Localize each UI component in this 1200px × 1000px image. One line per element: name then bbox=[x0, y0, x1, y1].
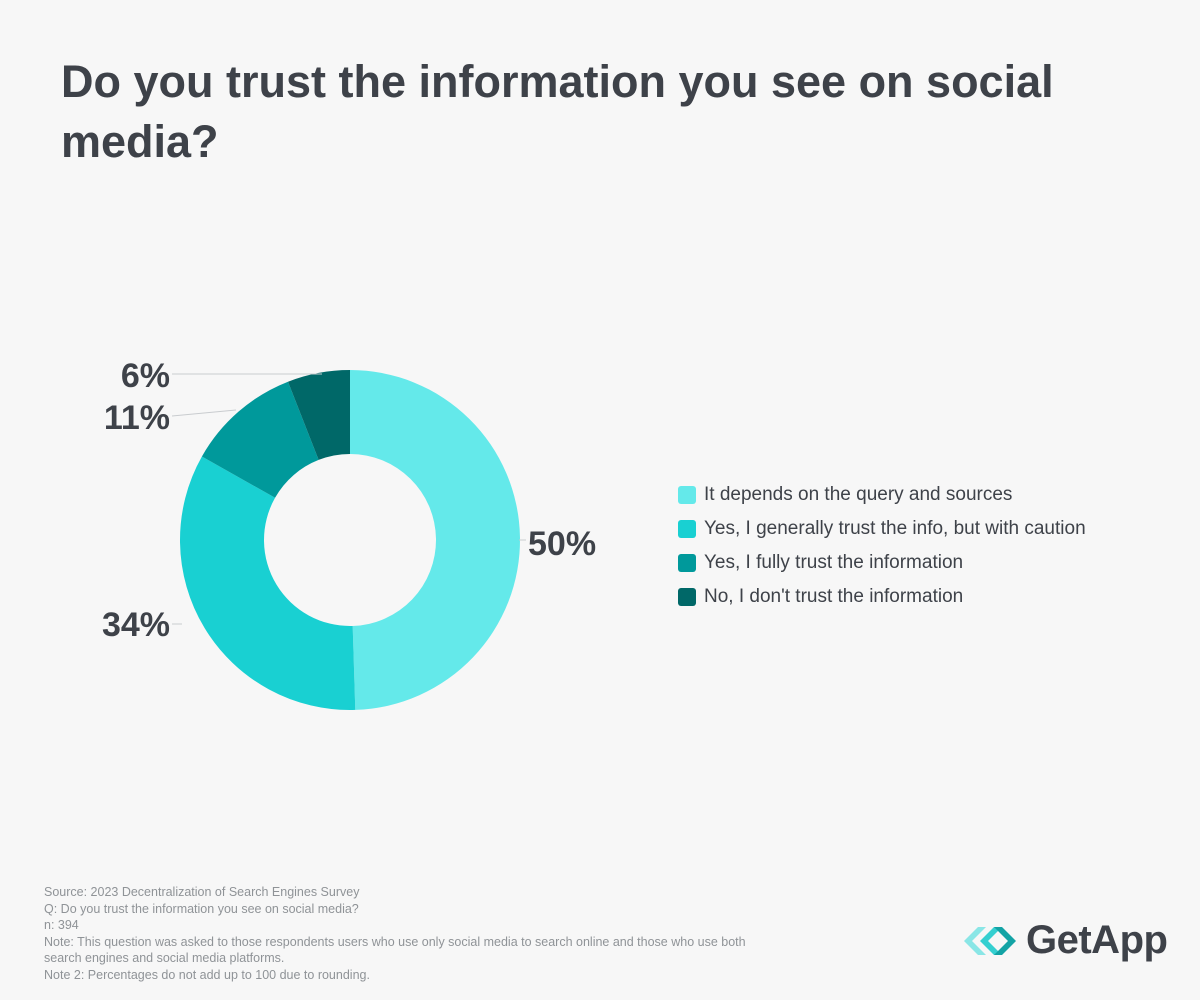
data-label: 50% bbox=[528, 525, 596, 563]
legend-item: No, I don't trust the information bbox=[678, 580, 1086, 614]
legend-item: Yes, I generally trust the info, but wit… bbox=[678, 512, 1086, 546]
chart-legend: It depends on the query and sources Yes,… bbox=[678, 478, 1086, 614]
legend-swatch-fully-trust bbox=[678, 554, 696, 572]
data-label: 6% bbox=[121, 357, 170, 395]
legend-label: Yes, I generally trust the info, but wit… bbox=[704, 518, 1086, 539]
slice-fully-trust bbox=[201, 381, 319, 498]
data-label: 11% bbox=[104, 399, 170, 437]
slice-depends bbox=[350, 370, 520, 710]
legend-swatch-generally-trust bbox=[678, 520, 696, 538]
legend-item: It depends on the query and sources bbox=[678, 478, 1086, 512]
legend-label: Yes, I fully trust the information bbox=[704, 552, 964, 573]
getapp-chevrons-icon bbox=[964, 926, 1016, 955]
donut-chart: 50% 34% 11% 6% bbox=[102, 357, 596, 710]
data-label: 34% bbox=[102, 606, 170, 644]
chart-title: Do you trust the information you see on … bbox=[61, 56, 1054, 167]
slice-dont-trust bbox=[288, 370, 350, 460]
question-note: Q: Do you trust the information you see … bbox=[44, 901, 359, 916]
note-1-line-2: search engines and social media platform… bbox=[44, 951, 285, 965]
legend-swatch-dont-trust bbox=[678, 588, 696, 606]
legend-swatch-depends bbox=[678, 486, 696, 504]
source-note: Source: 2023 Decentralization of Search … bbox=[44, 885, 360, 899]
getapp-logo: GetApp bbox=[964, 918, 1168, 963]
getapp-wordmark: GetApp bbox=[1026, 918, 1168, 962]
note-2: Note 2: Percentages do not add up to 100… bbox=[44, 967, 370, 982]
legend-label: It depends on the query and sources bbox=[704, 484, 1013, 505]
leader-line bbox=[171, 409, 237, 417]
slice-generally-trust bbox=[180, 456, 356, 710]
note-1-line-1: Note: This question was asked to those r… bbox=[44, 934, 746, 949]
legend-label: No, I don't trust the information bbox=[704, 586, 964, 607]
footnotes: Source: 2023 Decentralization of Search … bbox=[44, 884, 904, 983]
sample-size-note: n: 394 bbox=[44, 918, 79, 932]
legend-item: Yes, I fully trust the information bbox=[678, 546, 1086, 580]
